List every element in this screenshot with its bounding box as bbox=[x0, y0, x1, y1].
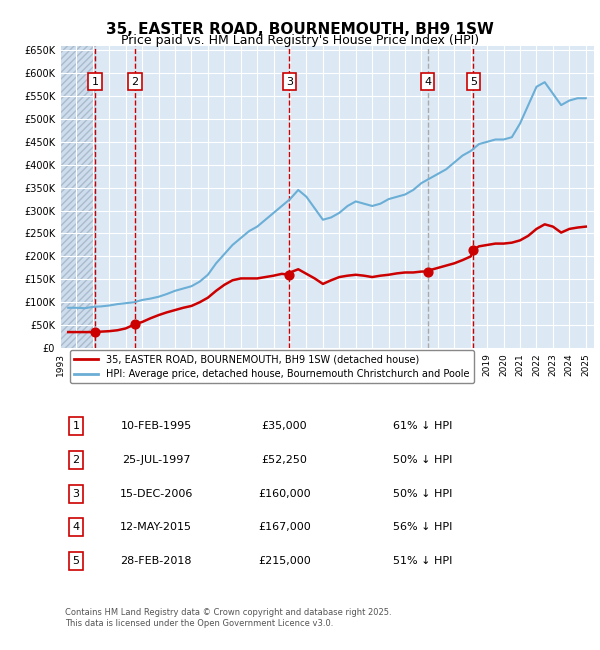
Text: 1: 1 bbox=[73, 421, 80, 431]
Text: £215,000: £215,000 bbox=[258, 556, 311, 566]
Point bbox=[130, 319, 140, 330]
Point bbox=[423, 266, 433, 277]
Text: 2: 2 bbox=[131, 77, 139, 87]
Legend: 35, EASTER ROAD, BOURNEMOUTH, BH9 1SW (detached house), HPI: Average price, deta: 35, EASTER ROAD, BOURNEMOUTH, BH9 1SW (d… bbox=[70, 350, 473, 383]
Point bbox=[90, 327, 100, 337]
Text: 35, EASTER ROAD, BOURNEMOUTH, BH9 1SW: 35, EASTER ROAD, BOURNEMOUTH, BH9 1SW bbox=[106, 21, 494, 37]
Point bbox=[469, 244, 478, 255]
Text: 28-FEB-2018: 28-FEB-2018 bbox=[121, 556, 192, 566]
Text: 50% ↓ HPI: 50% ↓ HPI bbox=[394, 489, 453, 499]
Text: 3: 3 bbox=[73, 489, 80, 499]
Text: Price paid vs. HM Land Registry's House Price Index (HPI): Price paid vs. HM Land Registry's House … bbox=[121, 34, 479, 47]
Text: £35,000: £35,000 bbox=[262, 421, 307, 431]
Text: 10-FEB-1995: 10-FEB-1995 bbox=[121, 421, 192, 431]
Text: £160,000: £160,000 bbox=[258, 489, 311, 499]
Text: £52,250: £52,250 bbox=[262, 455, 307, 465]
Text: 2: 2 bbox=[73, 455, 80, 465]
Text: 5: 5 bbox=[470, 77, 477, 87]
Text: £167,000: £167,000 bbox=[258, 523, 311, 532]
Text: 51% ↓ HPI: 51% ↓ HPI bbox=[394, 556, 453, 566]
Text: 5: 5 bbox=[73, 556, 80, 566]
Point bbox=[284, 270, 294, 280]
Text: 15-DEC-2006: 15-DEC-2006 bbox=[119, 489, 193, 499]
Text: 12-MAY-2015: 12-MAY-2015 bbox=[120, 523, 192, 532]
Text: 4: 4 bbox=[424, 77, 431, 87]
Text: 3: 3 bbox=[286, 77, 293, 87]
Text: 25-JUL-1997: 25-JUL-1997 bbox=[122, 455, 190, 465]
Bar bbox=[60, 46, 95, 348]
Text: 61% ↓ HPI: 61% ↓ HPI bbox=[394, 421, 453, 431]
Text: Contains HM Land Registry data © Crown copyright and database right 2025.
This d: Contains HM Land Registry data © Crown c… bbox=[65, 608, 392, 627]
Text: 1: 1 bbox=[91, 77, 98, 87]
Text: 50% ↓ HPI: 50% ↓ HPI bbox=[394, 455, 453, 465]
Bar bbox=[60, 46, 95, 348]
Text: 56% ↓ HPI: 56% ↓ HPI bbox=[394, 523, 453, 532]
Text: 4: 4 bbox=[73, 523, 80, 532]
